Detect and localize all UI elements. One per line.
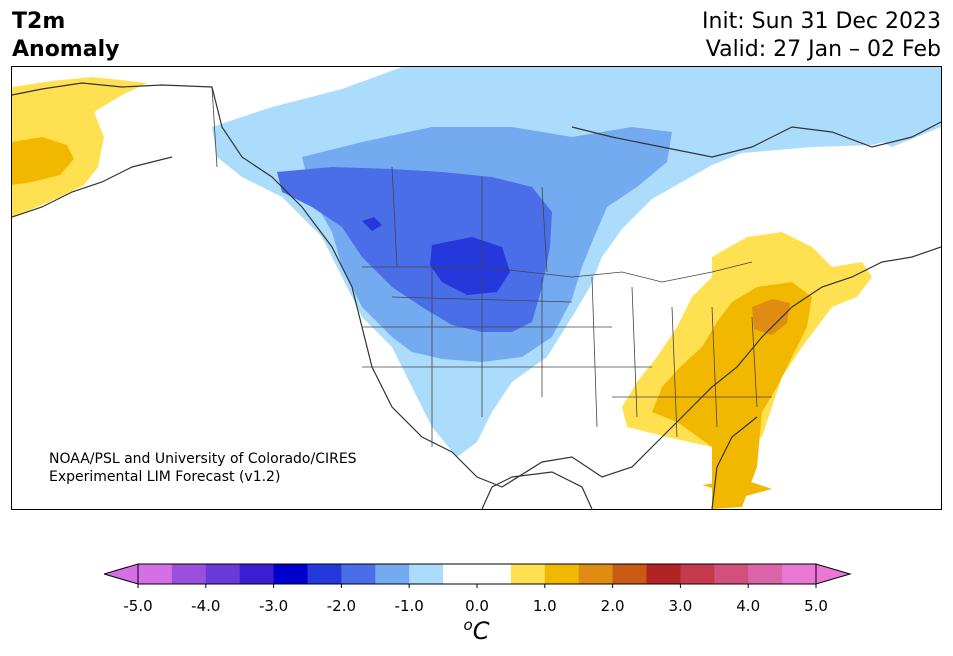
title-line-2: Anomaly [12, 37, 120, 62]
cold-dark-blue-spot [362, 217, 382, 231]
forecast-dates: Init: Sun 31 Dec 2023 Valid: 27 Jan – 02… [702, 8, 941, 64]
colorbar-segment [612, 564, 647, 584]
colorbar-tick-label: -4.0 [191, 597, 220, 615]
valid-date: Valid: 27 Jan – 02 Feb [705, 37, 941, 62]
alaska-warm-anomaly [12, 77, 147, 217]
colorbar-segment [578, 564, 614, 584]
colorbar-unit: oCoC [463, 616, 490, 645]
colorbar-tick-label: 1.0 [533, 597, 557, 615]
title-line-1: T2m [12, 9, 66, 34]
colorbar-segment [443, 564, 478, 584]
alaska-gold-anomaly [12, 137, 74, 185]
cuba-warm [702, 479, 772, 497]
colorbar-tick-label: 5.0 [804, 597, 828, 615]
colorbar-segment [205, 564, 241, 584]
credit-line-1: NOAA/PSL and University of Colorado/CIRE… [49, 451, 357, 467]
colorbar-over-arrow [815, 563, 852, 585]
colorbar-segment [307, 564, 342, 584]
map-title: T2m Anomaly [12, 8, 119, 64]
colorbar-tick-label: -1.0 [395, 597, 424, 615]
credit-line-2: Experimental LIM Forecast (v1.2) [49, 469, 281, 485]
colorbar-segment [409, 564, 444, 584]
colorbar-segment [273, 564, 308, 584]
colorbar-ticks: -5.0 -4.0 -3.0 -2.0 -1.0 0.0 1.0 2.0 3.0 4.0 5.0 [123, 584, 828, 615]
cold-dark-blue-core [430, 237, 510, 295]
colorbar-segment [544, 564, 580, 584]
colorbar-segment [375, 564, 410, 584]
colorbar-segment [510, 564, 546, 584]
map-canvas [12, 67, 941, 509]
colorbar-segments [138, 564, 817, 584]
credit-text: NOAA/PSL and University of Colorado/CIRE… [49, 450, 357, 486]
colorbar-tick-label: 2.0 [601, 597, 625, 615]
colorbar-tick-label: 4.0 [736, 597, 760, 615]
coastlines [12, 82, 941, 509]
colorbar-tick-label: -2.0 [327, 597, 356, 615]
political-borders [211, 86, 772, 447]
colorbar-segment [714, 564, 749, 584]
anomaly-map [11, 66, 942, 510]
colorbar: -5.0 -4.0 -3.0 -2.0 -1.0 0.0 1.0 2.0 3.0 4.0 5.0 [104, 563, 852, 615]
colorbar-tick-label: -5.0 [123, 597, 152, 615]
colorbar-segment [680, 564, 715, 584]
arctic-light-blue [612, 67, 941, 147]
colorbar-tick-label: 3.0 [668, 597, 692, 615]
colorbar-segment [239, 564, 275, 584]
east-gold-region [652, 282, 812, 509]
colorbar-tick-label: 0.0 [465, 597, 489, 615]
colorbar-under-arrow [104, 563, 139, 585]
colorbar-segment [138, 564, 173, 584]
east-orange-region [752, 299, 790, 335]
colorbar-segment [171, 564, 207, 584]
colorbar-segment [748, 564, 783, 584]
colorbar-tick-label: -3.0 [259, 597, 288, 615]
colorbar-segment [782, 564, 817, 584]
colorbar-segment [341, 564, 376, 584]
colorbar-segment [646, 564, 681, 584]
init-date: Init: Sun 31 Dec 2023 [702, 9, 941, 34]
colorbar-segment [477, 564, 512, 584]
